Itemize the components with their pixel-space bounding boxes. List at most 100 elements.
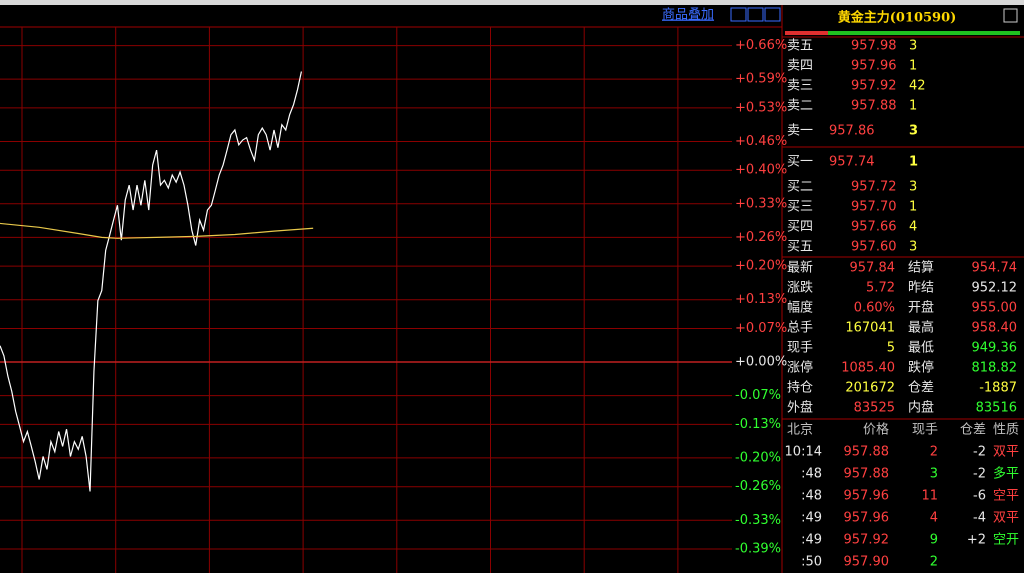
- stat-value: 952.12: [972, 281, 1018, 296]
- nav-buttons: [730, 7, 781, 22]
- bid-price: 957.72: [851, 180, 897, 195]
- y-tick-label: -0.07%: [735, 388, 781, 403]
- y-tick-label: +0.53%: [735, 100, 787, 115]
- stat-value: 957.84: [850, 261, 896, 276]
- tick-nature: 双平: [993, 445, 1019, 460]
- tick-oi-change: -2: [973, 445, 986, 460]
- stat-value: 818.82: [972, 361, 1018, 376]
- bid-label: 买一: [787, 155, 813, 170]
- bid-label: 买二: [787, 180, 813, 195]
- stat-value: 5.72: [866, 281, 895, 296]
- price-line: [0, 71, 302, 492]
- ask-volume: 3: [909, 39, 917, 54]
- y-tick-label: +0.26%: [735, 230, 787, 245]
- bid-label: 买四: [787, 220, 813, 235]
- ask-volume: 3: [909, 124, 918, 139]
- nav-left[interactable]: [730, 7, 747, 22]
- y-tick-label: +0.00%: [735, 355, 787, 370]
- panel-toggle[interactable]: [1003, 8, 1018, 23]
- stat-label: 内盘: [908, 400, 934, 416]
- ratio-bar-green: [828, 31, 1020, 35]
- stat-value: 83516: [976, 401, 1017, 416]
- ratio-bar-red: [785, 31, 828, 35]
- stat-label: 最高: [908, 320, 934, 336]
- bid-volume: 3: [909, 240, 917, 255]
- stat-label: 开盘: [908, 300, 934, 316]
- bid-volume: 4: [909, 220, 917, 235]
- stat-label: 涨停: [787, 360, 813, 376]
- stat-label: 跌停: [908, 360, 934, 376]
- y-tick-label: -0.33%: [735, 513, 781, 528]
- ask-price: 957.88: [851, 99, 897, 114]
- ask-label: 卖三: [787, 79, 813, 94]
- overlay-button[interactable]: 商品叠加: [662, 8, 714, 23]
- tick-header: 价格: [863, 422, 889, 438]
- stat-value: 0.60%: [854, 301, 895, 316]
- tick-nature: 空开: [993, 533, 1019, 548]
- y-tick-label: +0.07%: [735, 321, 787, 336]
- tick-price: 957.96: [844, 511, 890, 526]
- y-tick-label: +0.20%: [735, 259, 787, 274]
- ask-price: 957.96: [851, 59, 897, 74]
- tick-time: :49: [801, 533, 822, 548]
- bid-volume: 1: [909, 155, 918, 170]
- ask-label: 卖二: [787, 99, 813, 114]
- y-tick-label: -0.39%: [735, 542, 781, 557]
- ask-label: 卖四: [787, 59, 813, 74]
- y-tick-label: -0.13%: [735, 417, 781, 432]
- stat-label: 涨跌: [787, 280, 813, 296]
- bid-volume: 1: [909, 200, 917, 215]
- y-tick-label: -0.26%: [735, 479, 781, 494]
- bid-price: 957.66: [851, 220, 897, 235]
- ask-volume: 1: [909, 99, 917, 114]
- y-tick-label: +0.46%: [735, 134, 787, 149]
- bid-price: 957.74: [829, 155, 875, 170]
- stat-label: 总手: [787, 321, 813, 336]
- bid-volume: 3: [909, 180, 917, 195]
- bid-label: 买三: [787, 200, 813, 215]
- stat-value: 954.74: [972, 261, 1018, 276]
- nav-right[interactable]: [747, 7, 764, 22]
- tick-price: 957.90: [844, 555, 890, 570]
- y-tick-label: +0.33%: [735, 196, 787, 211]
- stat-value: 1085.40: [841, 361, 895, 376]
- stat-value: -1887: [979, 381, 1017, 396]
- tick-header: 北京: [787, 423, 813, 438]
- tick-header: 现手: [912, 423, 938, 438]
- tick-time: :50: [801, 555, 822, 570]
- ask-volume: 42: [909, 79, 926, 94]
- stat-value: 949.36: [972, 341, 1018, 356]
- top-strip: [0, 0, 1024, 5]
- stat-value: 5: [887, 341, 895, 356]
- y-tick-label: +0.59%: [735, 72, 787, 87]
- y-tick-label: +0.40%: [735, 163, 787, 178]
- tick-volume: 9: [930, 533, 938, 548]
- tick-price: 957.96: [844, 489, 890, 504]
- tick-nature: 双平: [993, 511, 1019, 526]
- tick-oi-change: -6: [973, 489, 986, 504]
- ask-price: 957.86: [829, 124, 875, 139]
- stat-value: 167041: [845, 321, 895, 336]
- nav-expand[interactable]: [764, 7, 781, 22]
- stat-label: 昨结: [908, 281, 934, 296]
- bid-price: 957.70: [851, 200, 897, 215]
- tick-oi-change: -2: [973, 467, 986, 482]
- stat-label: 结算: [908, 261, 934, 276]
- tick-time: :48: [801, 467, 822, 482]
- tick-volume: 2: [930, 445, 938, 460]
- tick-price: 957.92: [844, 533, 890, 548]
- tick-header: 性质: [993, 423, 1019, 438]
- tick-nature: 多平: [993, 466, 1019, 482]
- instrument-title: 黄金主力(010590): [838, 10, 957, 26]
- tick-volume: 2: [930, 555, 938, 570]
- stat-value: 201672: [845, 381, 895, 396]
- stat-value: 83525: [854, 401, 895, 416]
- tick-volume: 4: [930, 511, 938, 526]
- tick-nature: 空平: [993, 489, 1019, 504]
- stat-label: 最新: [787, 260, 813, 276]
- bid-label: 买五: [787, 240, 813, 255]
- tick-volume: 11: [921, 489, 938, 504]
- stat-label: 仓差: [908, 381, 934, 396]
- tick-time: 10:14: [785, 445, 822, 460]
